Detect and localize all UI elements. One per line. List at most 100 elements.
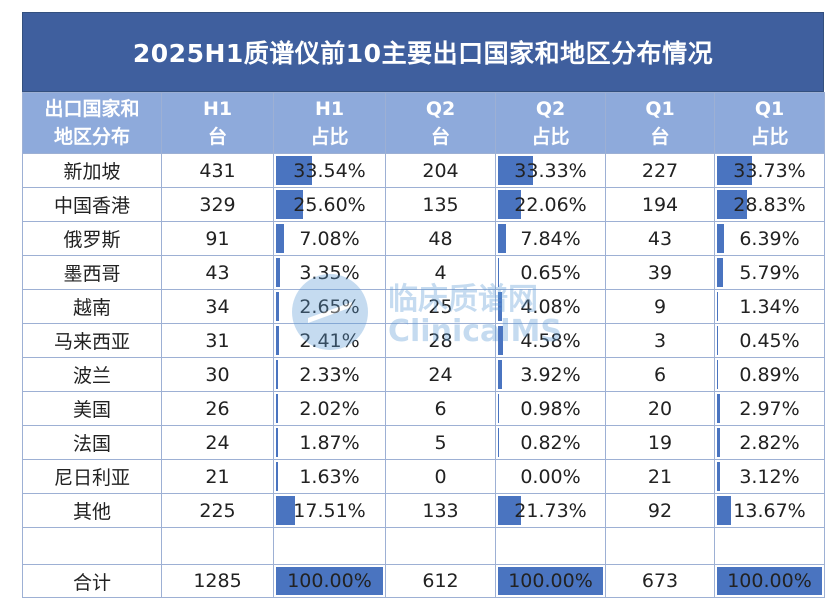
share-value: 3.12% [739,465,800,488]
q2-units-cell: 133 [385,493,496,528]
share-value: 100.00% [508,570,593,592]
share-value: 33.54% [293,159,366,182]
share-bar [276,190,304,219]
header-q1-share: Q1 占比 [714,92,825,154]
share-bar [498,326,503,355]
q1-units-cell: 20 [605,391,715,426]
q1-units-cell: 673 [605,564,715,598]
region-cell: 尼日利亚 [22,459,162,494]
share-value: 3.35% [299,261,360,284]
region-cell: 新加坡 [22,153,162,188]
table-row: 俄罗斯 91 7.08% 48 7.84% 43 6.39% [22,221,825,256]
q2-units-cell: 204 [385,153,496,188]
share-bar [717,224,724,253]
share-bar [717,428,720,457]
share-bar [717,496,732,525]
h1-units-cell: 30 [161,357,274,392]
h1-share-cell: 2.41% [273,323,386,358]
table-title: 2025H1质谱仪前10主要出口国家和地区分布情况 [22,12,824,92]
q2-units-cell: 135 [385,187,496,222]
share-bar [498,428,499,457]
table-row: 新加坡 431 33.54% 204 33.33% 227 33.73% [22,153,825,188]
share-value: 2.82% [739,431,800,454]
q2-units-cell: 4 [385,255,496,290]
q1-share-cell: 2.97% [714,391,825,426]
share-value: 7.08% [299,227,360,250]
share-value: 1.63% [299,465,360,488]
share-value: 1.87% [299,431,360,454]
header-q1-units: Q1 台 [605,92,715,154]
h1-units-cell: 91 [161,221,274,256]
total-row: 合计 1285 100.00% 612 100.00% 673 100.00% [22,564,825,598]
share-value: 5.79% [739,261,800,284]
empty-cell [161,527,274,565]
share-bar [717,292,719,321]
share-bar [717,567,822,595]
q2-share-cell: 3.92% [495,357,606,392]
q1-units-cell: 6 [605,357,715,392]
share-value: 13.67% [733,499,806,522]
share-bar [498,224,507,253]
q1-share-cell: 28.83% [714,187,825,222]
share-value: 1.34% [739,295,800,318]
share-bar [717,156,753,185]
share-bar [498,394,500,423]
share-bar [276,567,383,595]
q1-units-cell: 19 [605,425,715,460]
share-value: 100.00% [287,570,372,592]
share-bar [498,496,521,525]
export-distribution-table: 出口国家和 地区分布 H1 台 H1 占比 Q2 台 Q2 占比 Q1 台 Q1 占比 新加坡… [22,92,825,598]
q2-share-cell: 0.00% [495,459,606,494]
table-row: 马来西亚 31 2.41% 28 4.58% 3 0.45% [22,323,825,358]
table-container: 2025H1质谱仪前10主要出口国家和地区分布情况 出口国家和 地区分布 H1 台 … [22,12,825,598]
empty-cell [273,527,386,565]
share-value: 28.83% [733,193,806,216]
share-bar [498,292,503,321]
share-value: 22.06% [514,193,587,216]
share-bar [498,190,522,219]
share-value: 33.33% [514,159,587,182]
q2-units-cell: 25 [385,289,496,324]
q1-units-cell: 9 [605,289,715,324]
share-bar [276,428,278,457]
q2-units-cell: 28 [385,323,496,358]
share-value: 2.41% [299,329,360,352]
region-cell: 法国 [22,425,162,460]
empty-cell [495,527,606,565]
region-cell: 美国 [22,391,162,426]
share-bar [276,326,279,355]
share-value: 33.73% [733,159,806,182]
q1-share-cell: 6.39% [714,221,825,256]
q2-units-cell: 0 [385,459,496,494]
h1-units-cell: 431 [161,153,274,188]
h1-units-cell: 225 [161,493,274,528]
share-value: 4.58% [520,329,581,352]
q1-share-cell: 5.79% [714,255,825,290]
share-value: 2.65% [299,295,360,318]
share-value: 0.82% [520,431,581,454]
h1-units-cell: 26 [161,391,274,426]
h1-share-cell: 1.63% [273,459,386,494]
share-value: 6.39% [739,227,800,250]
share-bar [498,156,533,185]
table-row: 法国 24 1.87% 5 0.82% 19 2.82% [22,425,825,460]
q1-share-cell: 0.89% [714,357,825,392]
region-cell: 其他 [22,493,162,528]
region-cell: 合计 [22,564,162,598]
share-value: 2.02% [299,397,360,420]
share-bar [276,258,280,287]
share-bar [498,567,603,595]
share-bar [717,394,721,423]
share-value: 21.73% [514,499,587,522]
q2-share-cell: 0.98% [495,391,606,426]
h1-share-cell: 2.02% [273,391,386,426]
empty-cell [385,527,496,565]
header-h1-units: H1 台 [161,92,274,154]
share-value: 2.33% [299,363,360,386]
region-cell: 越南 [22,289,162,324]
share-bar [276,462,278,491]
empty-cell [605,527,715,565]
table-row: 越南 34 2.65% 25 4.08% 9 1.34% [22,289,825,324]
share-value: 0.89% [739,363,800,386]
header-region: 出口国家和 地区分布 [22,92,162,154]
